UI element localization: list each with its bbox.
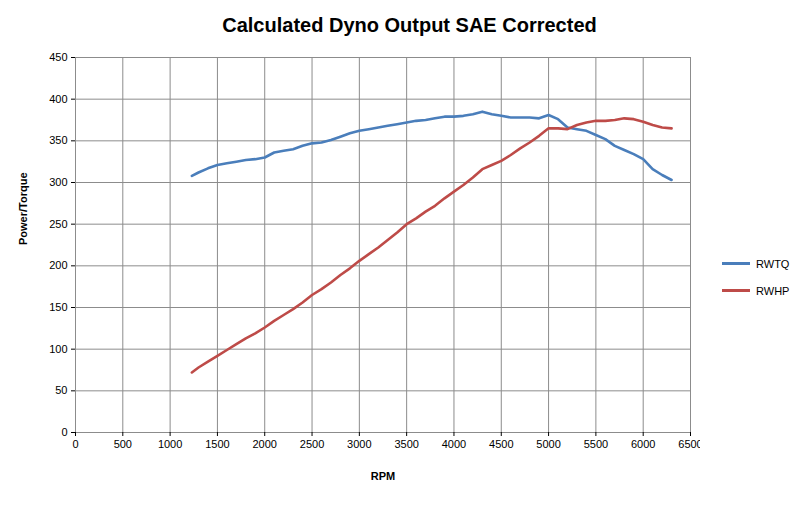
html-text:Calculated Dyno Output SAE Cor: Calculated Dyno Output SAE Corrected	[222, 14, 597, 36]
svg-text:0: 0	[72, 438, 78, 450]
html-text:RWHP: RWHP	[756, 284, 790, 297]
svg-text:6500: 6500	[678, 438, 700, 450]
svg-text:2000: 2000	[252, 438, 276, 450]
svg-text:500: 500	[114, 438, 132, 450]
svg-text:4000: 4000	[442, 438, 466, 450]
svg-text:3000: 3000	[347, 438, 371, 450]
svg-text:5500: 5500	[584, 438, 608, 450]
svg-text:200: 200	[49, 259, 67, 271]
html-text:RWTQ: RWTQ	[756, 257, 790, 270]
svg-text:5000: 5000	[536, 438, 560, 450]
svg-text:50: 50	[55, 384, 67, 396]
svg-text:6000: 6000	[631, 438, 655, 450]
svg-text:100: 100	[49, 343, 67, 355]
svg-text:3500: 3500	[394, 438, 418, 450]
svg-text:300: 300	[49, 176, 67, 188]
svg-text:400: 400	[49, 93, 67, 105]
svg-text:1500: 1500	[205, 438, 229, 450]
svg-text:RPM: RPM	[371, 470, 395, 482]
svg-text:Power/Torque: Power/Torque	[17, 172, 29, 245]
svg-text:4500: 4500	[489, 438, 513, 450]
svg-text:250: 250	[49, 218, 67, 230]
svg-text:450: 450	[49, 51, 67, 63]
svg-text:2500: 2500	[300, 438, 324, 450]
svg-text:1000: 1000	[158, 438, 182, 450]
svg-text:150: 150	[49, 301, 67, 313]
svg-text:0: 0	[61, 426, 67, 438]
svg-text:350: 350	[49, 134, 67, 146]
